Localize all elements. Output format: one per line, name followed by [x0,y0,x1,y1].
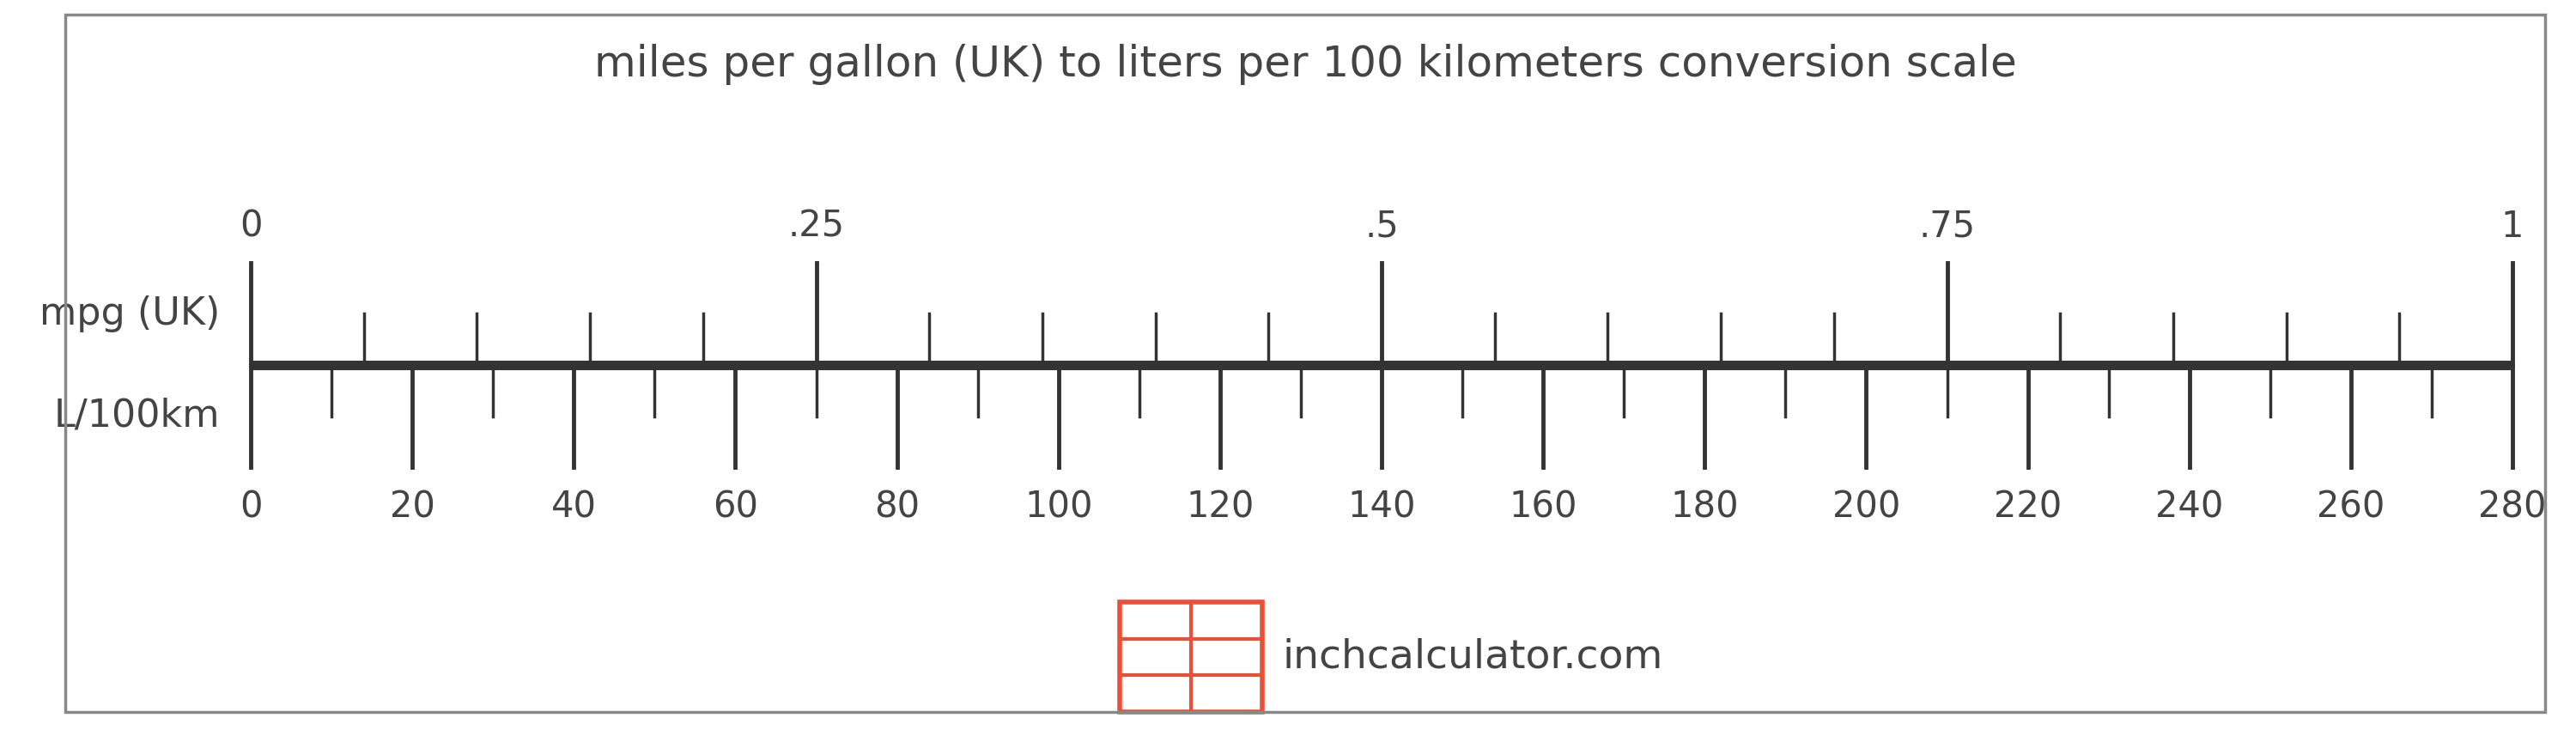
Text: L/100km: L/100km [54,398,222,434]
Text: 0: 0 [240,209,263,245]
Text: mpg (UK): mpg (UK) [39,296,222,332]
Text: 60: 60 [714,489,757,525]
Text: 100: 100 [1025,489,1092,525]
Text: 240: 240 [2156,489,2223,525]
Text: 180: 180 [1672,489,1739,525]
Text: inchcalculator.com: inchcalculator.com [1283,638,1664,676]
Text: 0: 0 [240,489,263,525]
Text: .25: .25 [788,209,845,245]
Text: 20: 20 [389,489,435,525]
Text: 200: 200 [1832,489,1901,525]
Text: .5: .5 [1365,209,1399,245]
Text: 40: 40 [551,489,598,525]
Text: 220: 220 [1994,489,2061,525]
Text: 260: 260 [2316,489,2385,525]
Text: 140: 140 [1347,489,1417,525]
Text: 280: 280 [2478,489,2548,525]
Text: 80: 80 [873,489,920,525]
Text: .75: .75 [1919,209,1976,245]
Text: 1: 1 [2501,209,2524,245]
Text: 160: 160 [1510,489,1577,525]
Text: 120: 120 [1185,489,1255,525]
Text: miles per gallon (UK) to liters per 100 kilometers conversion scale: miles per gallon (UK) to liters per 100 … [595,44,2017,85]
